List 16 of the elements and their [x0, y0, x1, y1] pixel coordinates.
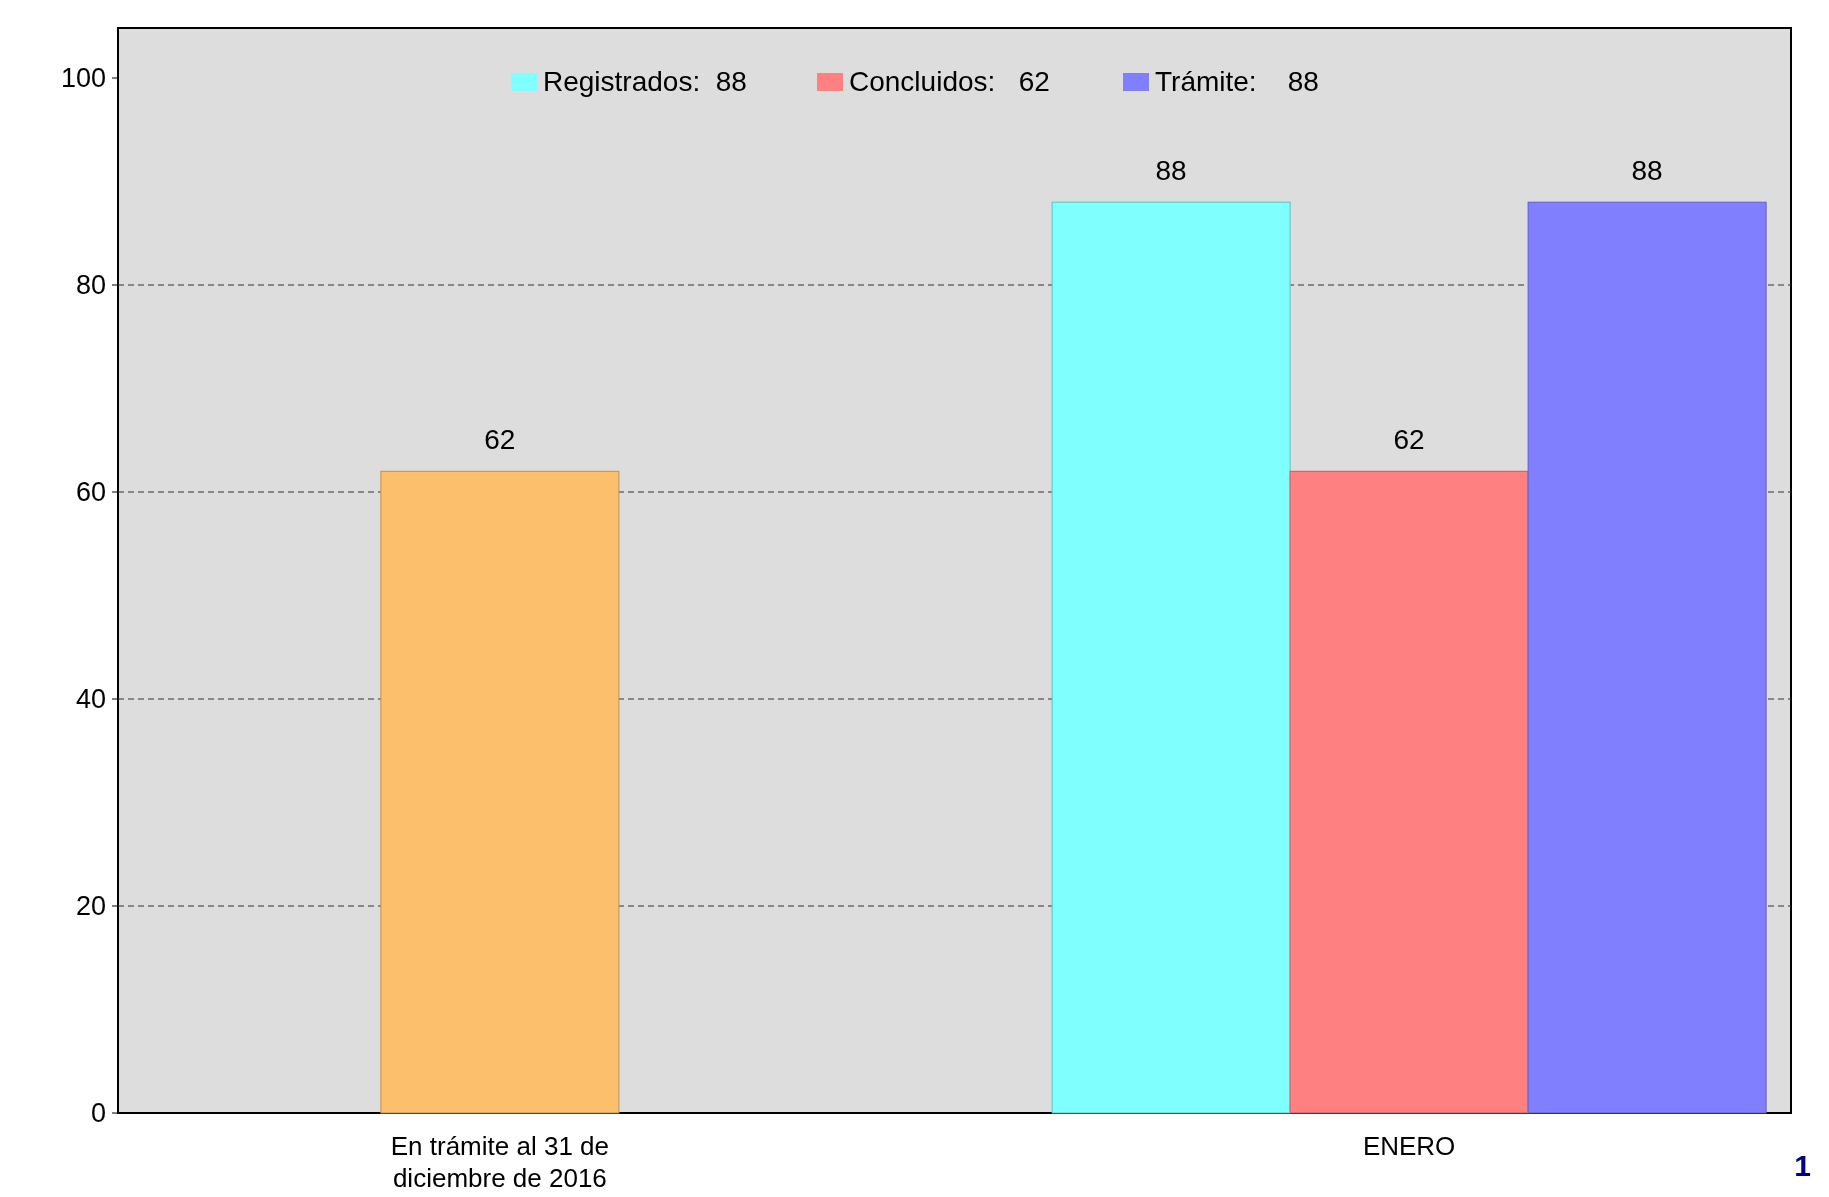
y-tick-label: 80: [75, 270, 106, 300]
y-tick-label: 100: [60, 63, 106, 93]
legend-label: Concluidos: 62: [849, 66, 1050, 97]
x-tick-label: En trámite al 31 de diciembre de 2016: [390, 1131, 609, 1193]
y-tick-label: 40: [75, 684, 106, 714]
text: 1: [1794, 1149, 1811, 1182]
data-label: 62: [484, 424, 516, 456]
data-label: 88: [1631, 155, 1663, 187]
legend-label: Registrados: 88: [543, 66, 747, 97]
legend-label: Trámite: 88: [1155, 66, 1319, 97]
x-tick-label: ENERO: [1362, 1131, 1456, 1161]
y-tick-label: 60: [75, 477, 106, 507]
data-label: 88: [1155, 155, 1187, 187]
y-tick-label: 0: [90, 1098, 106, 1128]
data-label: 62: [1393, 424, 1425, 456]
y-tick-label: 20: [75, 891, 106, 921]
